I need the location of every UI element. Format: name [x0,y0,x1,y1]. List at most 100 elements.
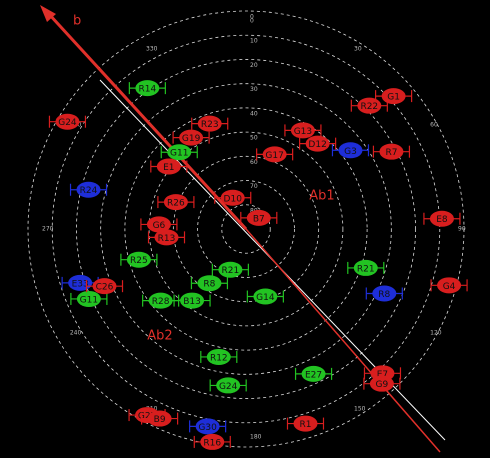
satellite: B7 [240,209,278,226]
satellite-marker [305,135,330,152]
r-tick-label: 40 [250,110,258,117]
r-tick-label: 0 [250,14,254,21]
satellite-marker [135,80,160,97]
satellite-marker [197,115,222,132]
satellite-label: G4 [443,282,456,292]
r-tick-label: 60 [250,159,258,166]
r-tick-label: 10 [250,38,258,45]
grid-ring [221,204,271,254]
annotation: Ab1 [309,189,334,204]
satellite-label: G11 [80,295,98,305]
satellite-label: E27 [305,370,322,380]
az-tick-label: 60 [430,122,438,129]
satellite-marker [220,189,245,206]
az-tick-label: 0 [250,18,254,25]
satellite: R16 [193,433,231,450]
grid-ring [197,180,295,278]
az-tick-label: 180 [250,434,262,441]
r-tick-label: 20 [250,62,258,69]
grid-ring [100,83,392,375]
satellite-marker [369,375,394,392]
satellite-label: R13 [158,234,176,244]
satellite-marker [76,181,101,198]
satellite-label: G14 [256,293,275,303]
satellite: E27 [294,365,333,382]
satellite-label: D10 [224,194,243,204]
satellite: R7 [372,143,411,160]
r-tick-label: 70 [250,183,258,190]
satellite-marker [206,348,231,365]
satellite: E8 [423,210,461,227]
direction-line [245,228,441,453]
grid-ring [27,10,465,448]
satellite-marker [372,285,397,302]
grid-ring [172,155,320,303]
satellite: D10 [214,189,252,206]
satellite: R13 [147,229,186,246]
satellite-label: R22 [360,102,378,112]
satellite: R12 [200,348,238,365]
satellite-label: G11 [170,149,188,159]
satellite: G11 [160,144,198,161]
satellite-marker [126,251,151,268]
az-tick-label: 150 [354,406,366,413]
satellite-label: D12 [308,140,326,150]
satellite: G19 [172,129,210,146]
satellite-label: R1 [299,420,311,430]
satellite-label: R7 [385,148,397,158]
satellite-marker [246,209,271,226]
satellite: R21 [347,259,385,276]
satellite: R25 [120,251,158,268]
satellite-label: G3 [344,147,357,157]
satellite: G3 [331,142,370,159]
az-tick-label: 330 [146,45,158,52]
satellite: R21 [211,261,249,278]
satellite-label: G27 [138,412,156,422]
satellite-label: R28 [152,297,170,307]
az-tick-label: 30 [354,45,362,52]
satellite-marker [253,288,278,305]
satellite: R1 [286,415,325,432]
satellite-label: R21 [357,264,375,274]
satellite: R8 [190,275,229,292]
r-tick-label: 30 [250,86,258,93]
satellite-marker [146,216,171,233]
satellite-marker [55,113,80,130]
satellite-marker [262,146,287,163]
satellite-marker [76,290,101,307]
satellite-marker [381,88,406,105]
satellite: R28 [142,292,180,309]
satellite: R24 [69,181,108,198]
satellite-marker [163,194,188,211]
satellite-label: R26 [167,199,185,209]
satellite-marker [197,275,222,292]
satellite-marker [92,278,117,295]
az-tick-label: 270 [42,226,54,233]
direction-arrow [46,11,248,231]
satellite-label: R16 [203,438,221,448]
satellite: G14 [246,288,284,305]
satellite-marker [353,259,378,276]
satellite: R26 [157,194,195,211]
satellite-marker [338,142,363,159]
satellite-label: G19 [182,134,201,144]
satellite-label: R21 [222,266,240,276]
satellite-label: B13 [183,297,201,307]
satellite-marker [429,210,454,227]
az-tick-label: 90 [458,226,466,233]
annotation: Ab2 [147,329,172,344]
satellite: G11 [70,290,108,307]
satellite: G30 [189,418,227,435]
satellite-marker [301,365,326,382]
grid-ring [124,107,368,351]
satellite: G24 [48,113,87,130]
satellite-label: R14 [138,85,156,95]
satellite-label: R12 [210,353,228,363]
satellite-label: G9 [376,380,389,390]
az-tick-label: 240 [70,330,82,337]
satellite: B13 [173,292,211,309]
satellite-label: G13 [294,127,312,137]
satellite-label: G30 [198,423,217,433]
